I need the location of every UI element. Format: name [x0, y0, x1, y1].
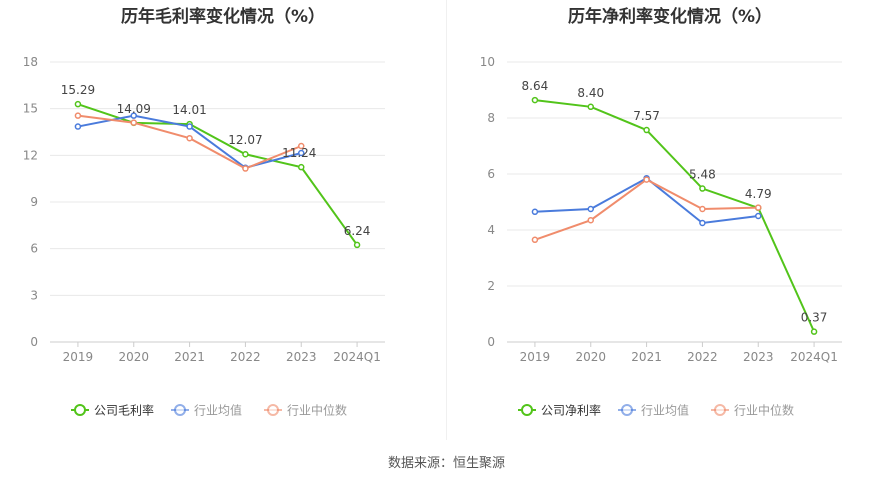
data-label: 5.48: [689, 168, 716, 182]
data-source-footer: 数据来源：恒生聚源: [387, 456, 505, 471]
y-tick-label: 3: [30, 288, 38, 302]
data-point: [699, 205, 706, 213]
data-point: [699, 185, 706, 192]
legend-item: 行业均值: [618, 403, 689, 418]
y-tick-label: 9: [30, 195, 38, 209]
net-margin-chart-panel: 历年净利率变化情况（%） 0 2 4 6 8 10 2019 2020 2021 2022 2023…: [447, 0, 893, 440]
data-point: [130, 119, 137, 126]
legend-marker-icon: [714, 404, 726, 416]
data-point: [298, 142, 305, 150]
data-point: [531, 96, 539, 104]
panel-divider: [446, 0, 447, 440]
legend-item: 公司毛利率: [71, 403, 154, 418]
data-label: 8.40: [577, 86, 604, 100]
data-label: 0.37: [801, 311, 828, 325]
data-point: [298, 149, 305, 157]
data-label: 6.24: [344, 224, 371, 238]
legend-marker-icon: [621, 404, 633, 416]
x-tick-label: 2024Q1: [333, 350, 381, 364]
legend-label: 行业均值: [641, 403, 689, 418]
x-tick-label: 2023: [286, 350, 317, 364]
y-tick-label: 2: [487, 279, 495, 293]
data-point: [755, 204, 762, 211]
data-point: [587, 103, 594, 111]
series-line: [77, 103, 358, 246]
data-point: [643, 126, 650, 134]
series-line: [534, 177, 759, 225]
data-point: [353, 241, 361, 249]
data-label: 4.79: [745, 187, 772, 201]
gross-margin-chart-title: 历年毛利率变化情况（%）: [120, 7, 326, 27]
data-point: [587, 205, 594, 213]
x-tick-label: 2023: [743, 350, 774, 364]
legend-label: 行业中位数: [287, 403, 347, 418]
data-point: [298, 163, 305, 171]
legend-marker-icon: [74, 404, 86, 416]
x-tick-label: 2020: [118, 350, 149, 364]
gross-margin-chart-panel: 历年毛利率变化情况（%） 0 3 6 9 12 15 18 2019 2020 2021 2022 2…: [0, 0, 446, 440]
legend-label: 行业均值: [194, 403, 242, 418]
y-tick-label: 4: [487, 223, 495, 237]
data-point: [242, 150, 249, 158]
x-tick-label: 2022: [687, 350, 718, 364]
legend-marker-icon: [174, 404, 186, 416]
y-tick-label: 18: [23, 55, 38, 69]
data-point: [699, 219, 706, 227]
y-tick-label: 12: [23, 148, 38, 162]
data-label: 7.57: [633, 109, 660, 123]
data-label: 14.01: [172, 103, 206, 117]
legend-label: 公司毛利率: [94, 403, 154, 418]
net-margin-chart-title: 历年净利率变化情况（%）: [567, 7, 773, 27]
data-point: [74, 100, 82, 108]
y-tick-label: 6: [487, 167, 495, 181]
y-tick-label: 0: [30, 335, 38, 349]
data-point: [531, 208, 539, 216]
data-point: [186, 123, 193, 130]
legend-label: 行业中位数: [734, 403, 794, 418]
legend-item: 行业中位数: [711, 403, 794, 418]
data-label: 15.29: [61, 83, 95, 97]
data-point: [587, 216, 594, 224]
data-point: [810, 328, 818, 335]
x-tick-label: 2022: [230, 350, 261, 364]
y-tick-label: 10: [480, 55, 495, 69]
x-tick-label: 2024Q1: [790, 350, 838, 364]
x-tick-label: 2021: [174, 350, 205, 364]
y-tick-label: 8: [487, 111, 495, 125]
x-tick-label: 2020: [575, 350, 606, 364]
series-line: [534, 99, 815, 333]
gross-margin-chart: 0 3 6 9 12 15 18 2019 2020 2021 2022 2023 2024Q1 15.2…: [23, 55, 385, 418]
data-point: [643, 176, 650, 183]
data-point: [755, 212, 762, 220]
legend-item: 行业中位数: [264, 403, 347, 418]
data-label: 8.64: [522, 79, 549, 93]
data-point: [186, 134, 193, 142]
net-margin-chart: 0 2 4 6 8 10 2019 2020 2021 2022 2023 2024Q1 8.64 8.4…: [480, 55, 842, 418]
legend-marker-icon: [521, 404, 533, 416]
legend-item: 公司净利率: [518, 403, 601, 418]
x-tick-label: 2019: [520, 350, 551, 364]
x-tick-label: 2021: [631, 350, 662, 364]
data-label: 11.24: [282, 146, 316, 160]
legend-item: 行业均值: [171, 403, 242, 418]
data-point: [531, 236, 539, 244]
data-point: [130, 112, 137, 119]
x-tick-label: 2019: [63, 350, 94, 364]
data-label: 12.07: [228, 133, 262, 147]
legend-marker-icon: [267, 404, 279, 416]
data-label: 14.09: [117, 102, 151, 116]
y-tick-label: 6: [30, 242, 38, 256]
y-tick-label: 15: [23, 102, 38, 116]
data-point: [74, 123, 82, 130]
legend-label: 公司净利率: [541, 403, 601, 418]
data-point: [242, 165, 249, 172]
data-point: [74, 112, 82, 119]
y-tick-label: 0: [487, 335, 495, 349]
